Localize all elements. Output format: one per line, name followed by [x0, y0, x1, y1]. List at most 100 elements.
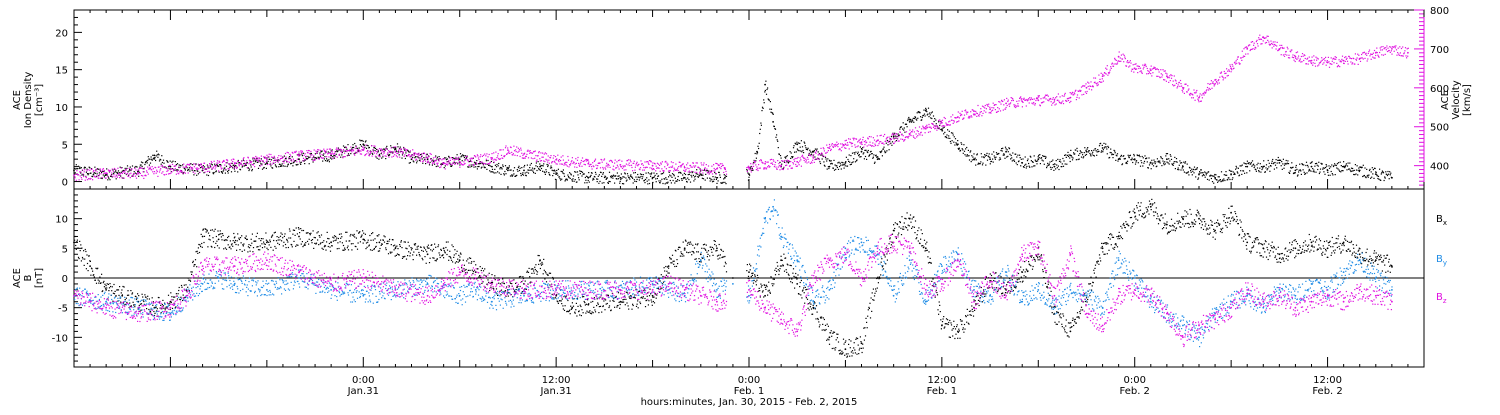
top-left-ylabel-line: ACE	[12, 90, 23, 110]
b-bx-series-point-61	[1166, 224, 1168, 226]
legend-bz: Bz	[1436, 292, 1447, 305]
legend-bx: Bx	[1436, 214, 1447, 227]
ion-density-series-point-26	[684, 177, 686, 179]
b-bx-series-point-37	[780, 259, 782, 261]
b-bz-series-point-24	[684, 289, 686, 291]
velocity-series-point-58	[1295, 56, 1297, 58]
ion-density-series-point-50	[1037, 158, 1039, 160]
velocity-series-point-20	[652, 165, 654, 167]
b-bz-series-point-7	[234, 265, 236, 267]
b-by-series-point-26	[732, 283, 734, 285]
ion-density-series-point-59	[1182, 166, 1184, 168]
ion-density-series-point-51	[1054, 166, 1056, 168]
ion-density-series-point-66	[1295, 170, 1297, 172]
b-by-series-point-38	[909, 259, 911, 261]
b-bz-series-point-25	[700, 295, 702, 297]
b-by-series-point-17	[523, 295, 525, 297]
b-bz-series-point-13	[427, 295, 429, 297]
velocity-series-point-65	[1407, 52, 1409, 54]
velocity-series-point-52	[1198, 97, 1200, 99]
ion-density-series-point-24	[620, 177, 622, 179]
b-by-series-point-56	[1198, 336, 1200, 338]
ion-density-series-point-72	[1391, 177, 1393, 179]
b-bz-series-point-61	[1295, 307, 1297, 309]
ion-density-series-point-37	[829, 166, 831, 168]
ion-density-series-point-0	[73, 170, 75, 172]
x-tick-date-label: Feb. 2	[1119, 386, 1149, 397]
b-by-series-point-28	[764, 218, 766, 220]
ion-density-series-point-36	[812, 151, 814, 153]
b-bz-series-point-12	[395, 289, 397, 291]
velocity-series-point-46	[1102, 75, 1104, 77]
b-by-series-point-14	[459, 295, 461, 297]
b-bz-series-point-30	[796, 331, 798, 333]
b-bz-series-point-0	[73, 295, 75, 297]
b-bx-series-point-43	[877, 277, 879, 279]
b-bz-series-point-19	[555, 289, 557, 291]
top-left-tick-label: 0	[62, 178, 68, 189]
bottom-ylabel: ACEB[nT]	[12, 268, 45, 288]
ion-density-series-point-30	[748, 173, 750, 175]
ion-density-series-point-45	[957, 143, 959, 145]
ion-density-series-point-32	[764, 84, 766, 86]
b-bx-series-point-52	[1021, 271, 1023, 273]
b-by-series-point-13	[427, 283, 429, 285]
x-tick-time-label: 12:00	[927, 375, 956, 386]
b-by-series-point-43	[989, 295, 991, 297]
b-bz-series-point-2	[105, 307, 107, 309]
top-right-ylabel-line: ACE	[1440, 90, 1451, 110]
ion-density-series-point-46	[973, 158, 975, 160]
ion-density-series-point-60	[1198, 173, 1200, 175]
b-bx-series-point-68	[1279, 253, 1281, 255]
b-bz-series-point-45	[1037, 247, 1039, 249]
ion-density-series-point-49	[1021, 162, 1023, 164]
top-right-tick-label: 800	[1430, 6, 1449, 17]
ion-density-series-point-64	[1262, 166, 1264, 168]
b-by-series-point-21	[652, 283, 654, 285]
b-bx-series-point-27	[587, 304, 589, 306]
velocity-series-point-51	[1182, 87, 1184, 89]
b-by-series-point-7	[234, 283, 236, 285]
b-bz-series-point-47	[1070, 253, 1072, 255]
ion-density-series-point-63	[1246, 166, 1248, 168]
b-by-series-point-52	[1134, 277, 1136, 279]
b-bx-series-point-11	[266, 242, 268, 244]
b-bx-series-point-24	[539, 259, 541, 261]
b-bx-series-point-35	[748, 271, 750, 273]
b-by-series-point-9	[298, 277, 300, 279]
x-tick-time-label: 0:00	[352, 375, 374, 386]
b-bx-series-point-57	[1102, 247, 1104, 249]
ion-density-series-point-53	[1086, 151, 1088, 153]
velocity-series-point-8	[330, 153, 332, 155]
b-by-series-point-40	[941, 265, 943, 267]
b-bz-series-point-41	[973, 301, 975, 303]
b-bz-series-point-22	[652, 289, 654, 291]
velocity-series-point-41	[1021, 101, 1023, 103]
ion-density-series-point-54	[1102, 147, 1104, 149]
ion-density-series-point-52	[1070, 155, 1072, 157]
b-bx-series-point-60	[1150, 206, 1152, 208]
b-bz-series-point-60	[1279, 295, 1281, 297]
ion-density-series-point-27	[700, 173, 702, 175]
b-bz-series-point-63	[1327, 295, 1329, 297]
b-bx-series-point-13	[330, 242, 332, 244]
top-left-tick-label: 10	[55, 103, 68, 114]
b-bx-series-point-2	[105, 289, 107, 291]
velocity-series-point-1	[105, 173, 107, 175]
b-bz-series-point-31	[812, 277, 814, 279]
b-bz-series-point-21	[620, 289, 622, 291]
b-by-series-point-15	[475, 289, 477, 291]
b-by-series-point-55	[1182, 325, 1184, 327]
b-bx-series-point-26	[571, 307, 573, 309]
velocity-series-point-29	[829, 147, 831, 149]
b-bx-series-point-69	[1295, 247, 1297, 249]
ion-density-series-point-39	[861, 151, 863, 153]
b-bx-series-point-73	[1359, 253, 1361, 255]
b-by-series-point-32	[812, 301, 814, 303]
velocity-series-point-4	[202, 167, 204, 169]
velocity-series-point-27	[796, 161, 798, 163]
ion-density-series-point-56	[1134, 158, 1136, 160]
b-bz-series-point-64	[1343, 301, 1345, 303]
